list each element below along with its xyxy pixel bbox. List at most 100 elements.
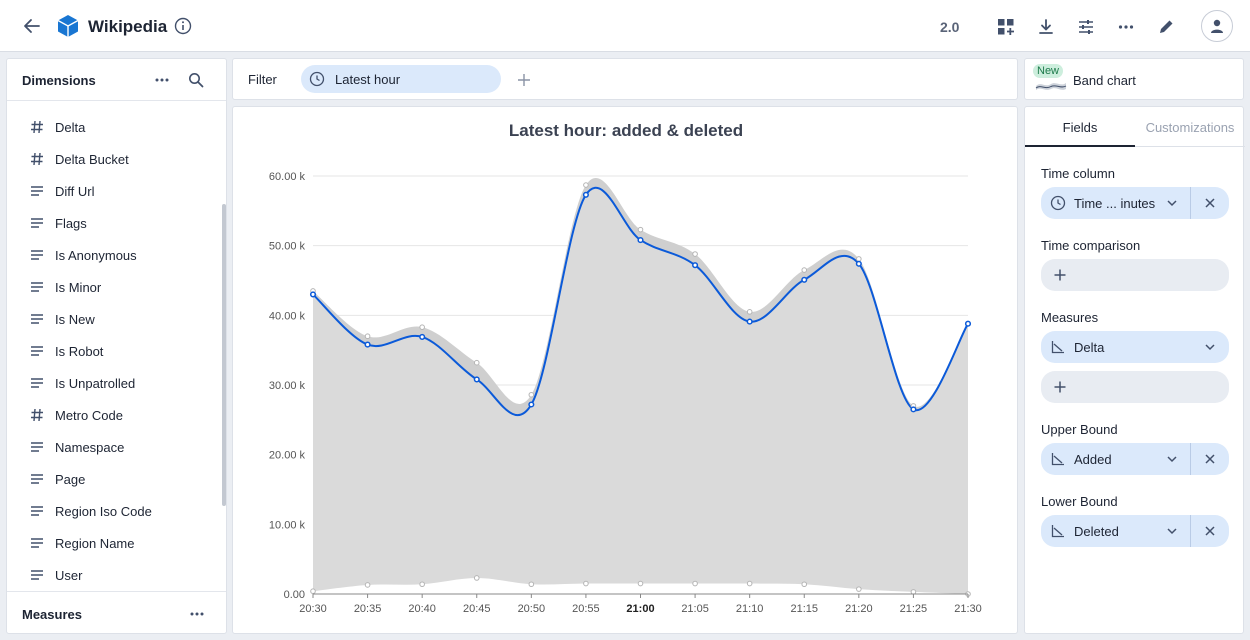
time-column-field[interactable]: Time ... inutes: [1041, 187, 1229, 219]
data-point[interactable]: [528, 401, 535, 408]
lower-bound-field[interactable]: Deleted: [1041, 515, 1229, 547]
time-comparison-label: Time comparison: [1041, 238, 1141, 253]
dimension-item[interactable]: User: [27, 565, 82, 585]
x-tick-label: 20:50: [518, 603, 546, 615]
text-lines-icon: [27, 471, 47, 487]
data-point[interactable]: [364, 341, 371, 348]
text-lines-icon: [27, 439, 47, 455]
back-arrow-icon[interactable]: [20, 14, 44, 38]
close-icon[interactable]: [1202, 195, 1218, 211]
y-tick-label: 30.00 k: [269, 380, 306, 392]
data-point[interactable]: [473, 376, 480, 383]
user-avatar-icon[interactable]: [1201, 10, 1233, 42]
y-tick-label: 60.00 k: [269, 171, 306, 183]
add-measure-button[interactable]: [1041, 371, 1229, 403]
dimension-item[interactable]: Namespace: [27, 437, 124, 457]
dimension-item[interactable]: Is Unpatrolled: [27, 373, 135, 393]
divider: [1190, 443, 1191, 475]
add-time-comparison-button[interactable]: [1041, 259, 1229, 291]
dimension-item[interactable]: Is Robot: [27, 341, 103, 361]
tab-fields[interactable]: Fields: [1062, 119, 1098, 135]
dimension-item[interactable]: Region Name: [27, 533, 135, 553]
measure-field-delta[interactable]: Delta: [1041, 331, 1229, 363]
page-title: Wikipedia: [88, 17, 168, 36]
measures-more-icon[interactable]: [187, 605, 207, 623]
scrollbar[interactable]: [222, 204, 226, 506]
hash-icon: [27, 407, 47, 423]
filter-chip-latest-hour[interactable]: Latest hour: [301, 65, 501, 93]
measures-label: Measures: [1041, 310, 1099, 325]
x-tick-label: 20:55: [572, 603, 600, 615]
dimension-item-label: Is New: [55, 311, 95, 327]
dimension-item-label: Diff Url: [55, 183, 95, 199]
upper-bound-field[interactable]: Added: [1041, 443, 1229, 475]
dimension-item[interactable]: Region Iso Code: [27, 501, 152, 521]
data-point[interactable]: [855, 260, 862, 267]
data-point[interactable]: [419, 333, 426, 340]
close-icon[interactable]: [1202, 523, 1218, 539]
upper-bound-value: Added: [1074, 451, 1112, 467]
dimension-item[interactable]: Metro Code: [27, 405, 123, 425]
info-icon[interactable]: [173, 16, 193, 36]
dimension-item-label: Region Name: [55, 535, 135, 551]
filter-label: Filter: [248, 72, 277, 87]
chevron-down-icon[interactable]: [1164, 451, 1180, 467]
add-filter-icon[interactable]: [515, 71, 533, 89]
chevron-down-icon[interactable]: [1164, 195, 1180, 211]
y-tick-label: 0.00: [284, 589, 305, 601]
dimensions-panel: Dimensions Delta Delta Bucket Diff Url Flag…: [6, 58, 227, 634]
lower-bound-point: [419, 581, 425, 588]
dimension-item[interactable]: Is New: [27, 309, 95, 329]
dimension-item[interactable]: Delta Bucket: [27, 149, 129, 169]
lower-bound-point: [746, 580, 753, 587]
dimension-item[interactable]: Is Minor: [27, 277, 101, 297]
dimension-item-label: Page: [55, 471, 86, 487]
tab-customizations[interactable]: Customizations: [1145, 119, 1235, 135]
plus-icon: [1053, 268, 1067, 282]
search-icon[interactable]: [186, 70, 206, 90]
divider: [1190, 187, 1191, 219]
upper-bound-point: [583, 182, 589, 188]
data-point[interactable]: [309, 291, 317, 298]
text-lines-icon: [27, 183, 47, 199]
sliders-icon[interactable]: [1075, 16, 1097, 38]
lower-bound-value: Deleted: [1074, 523, 1119, 539]
dimension-item[interactable]: Page: [27, 469, 85, 489]
lower-bound-point: [801, 581, 808, 588]
data-point[interactable]: [692, 262, 699, 269]
data-point[interactable]: [582, 191, 589, 198]
dimension-item-label: Region Iso Code: [55, 503, 152, 519]
data-point[interactable]: [910, 406, 917, 413]
dimension-item-label: User: [55, 567, 83, 583]
dimension-item[interactable]: Is Anonymous: [27, 245, 137, 265]
text-lines-icon: [27, 535, 47, 551]
chevron-down-icon[interactable]: [1164, 523, 1180, 539]
dimension-item[interactable]: Flags: [27, 213, 87, 233]
dimension-item[interactable]: Diff Url: [27, 181, 94, 201]
data-point[interactable]: [637, 237, 644, 244]
chevron-down-icon[interactable]: [1202, 339, 1218, 355]
dimensions-more-icon[interactable]: [152, 71, 172, 89]
download-icon[interactable]: [1035, 16, 1057, 38]
close-icon[interactable]: [1202, 451, 1218, 467]
dimension-item-label: Metro Code: [55, 407, 123, 423]
lower-bound-point: [473, 575, 480, 581]
pencil-icon[interactable]: [1155, 16, 1177, 38]
fields-panel: Fields Customizations Time column Time .…: [1024, 106, 1245, 634]
add-dashboard-icon[interactable]: [995, 16, 1017, 38]
visualization-selector[interactable]: New Band chart: [1024, 58, 1244, 100]
measures-title: Measures: [22, 607, 82, 622]
area-fill: [313, 187, 968, 594]
chart-marks: [309, 182, 972, 597]
text-lines-icon: [27, 375, 47, 391]
dimension-item[interactable]: Delta: [27, 117, 85, 137]
x-tick-label: 21:05: [681, 603, 709, 615]
band-chart-icon: [1035, 67, 1067, 93]
time-column-value: Time ... inutes: [1074, 195, 1156, 211]
data-point[interactable]: [964, 320, 972, 327]
more-dots-icon[interactable]: [1115, 16, 1137, 38]
data-point[interactable]: [801, 276, 808, 283]
data-point[interactable]: [746, 318, 753, 325]
dimension-item-label: Flags: [55, 215, 87, 231]
x-tick-label: 21:00: [626, 603, 654, 615]
